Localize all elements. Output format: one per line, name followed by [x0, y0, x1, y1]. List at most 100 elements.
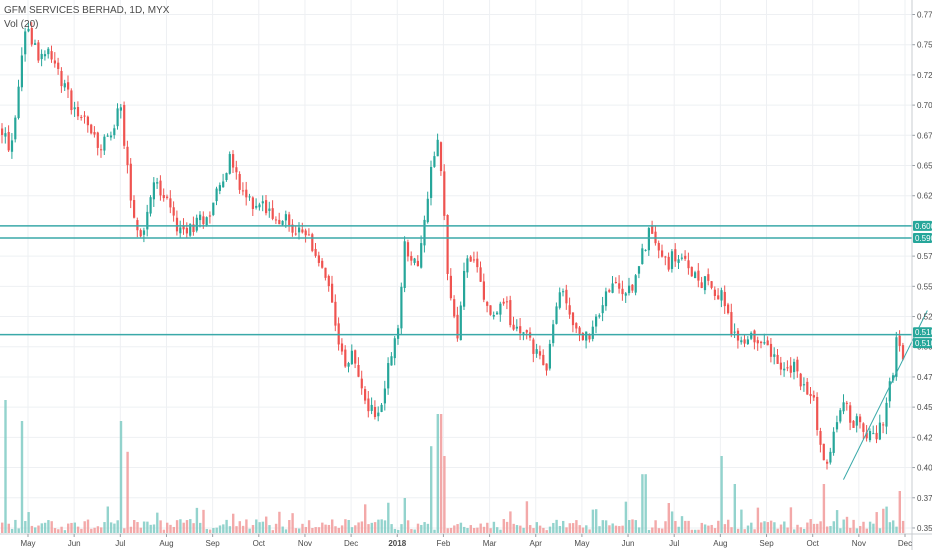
- candle-body: [149, 197, 152, 214]
- volume-bar: [651, 527, 654, 533]
- candle-body: [535, 349, 538, 354]
- horizontal-levels[interactable]: [0, 225, 912, 336]
- volume-bar: [350, 527, 354, 533]
- candle-body: [212, 202, 215, 215]
- candle-body: [331, 283, 334, 303]
- candle-body: [624, 293, 627, 296]
- volume-bar: [14, 519, 17, 533]
- volume-bar: [380, 519, 383, 533]
- candle-body: [707, 274, 710, 281]
- candle-body: [661, 250, 664, 257]
- volume-bar: [760, 522, 763, 533]
- volume-bar: [195, 507, 199, 533]
- volume-bar: [505, 521, 509, 533]
- volume-bar: [703, 524, 707, 533]
- candle-body: [1, 128, 4, 135]
- volume-bar: [875, 512, 878, 533]
- x-tick-label: May: [574, 539, 589, 548]
- volume-bar: [581, 527, 585, 533]
- volume-bar: [585, 525, 588, 533]
- y-tick-label: 0.450: [917, 403, 932, 412]
- volume-bar: [664, 521, 667, 533]
- volume-bar: [364, 504, 367, 533]
- candle-body: [806, 381, 809, 395]
- candle-body: [136, 220, 139, 231]
- volume-bar: [565, 527, 568, 533]
- candle-body: [126, 146, 129, 166]
- volume-bar: [100, 527, 103, 533]
- candle-body: [796, 359, 799, 372]
- volume-bar: [670, 511, 674, 533]
- volume-bar: [397, 529, 400, 533]
- volume-bar: [159, 520, 162, 533]
- candle-body: [466, 258, 469, 273]
- candle-body: [393, 338, 396, 359]
- price-axis[interactable]: 0.775 0.750 0.725 0.700 0.675 0.650 0.625 0.600…: [911, 0, 932, 550]
- symbol-title[interactable]: GFM SERVICES BERHAD, 1D, MYX: [4, 5, 170, 16]
- candle-body: [367, 398, 370, 412]
- volume-indicator-label[interactable]: Vol (20): [4, 19, 39, 30]
- candle-body: [703, 276, 707, 291]
- candle-body: [387, 363, 390, 389]
- candle-body: [37, 42, 40, 61]
- x-tick-label: Apr: [530, 539, 543, 548]
- price-badge: [913, 338, 932, 349]
- candle-body: [538, 351, 542, 356]
- candle-body: [76, 107, 80, 117]
- volume-bar: [192, 523, 195, 533]
- volume-bar: [492, 521, 496, 533]
- volume-bar: [796, 524, 799, 533]
- candle-body: [232, 154, 235, 168]
- volume-bar: [274, 523, 278, 533]
- candle-body: [453, 299, 456, 317]
- volume-bar: [687, 520, 690, 533]
- candle-body: [565, 289, 568, 304]
- candle-body: [208, 215, 212, 217]
- candle-body: [713, 289, 716, 296]
- candle-body: [641, 248, 644, 265]
- candle-body: [578, 327, 581, 334]
- candle-body: [364, 389, 367, 401]
- candle-body: [476, 258, 479, 268]
- candle-body: [67, 82, 70, 90]
- x-tick-label: Aug: [713, 539, 727, 548]
- candle-body: [10, 140, 14, 152]
- candle-body: [225, 173, 228, 181]
- volume-bar: [215, 527, 218, 533]
- candle-body: [690, 266, 693, 277]
- volume-bar: [387, 502, 390, 533]
- candle-body: [449, 275, 452, 299]
- volume-bar: [525, 501, 529, 533]
- time-axis[interactable]: May Jun Jul Aug Sep Oct Nov Dec 2018 Feb Mar Apr May…: [0, 533, 932, 548]
- candle-body: [845, 402, 848, 404]
- volume-bar: [535, 522, 538, 533]
- volume-bar: [717, 520, 720, 533]
- volume-bar: [789, 507, 793, 533]
- candle-body: [80, 117, 83, 119]
- candle-body: [545, 363, 548, 371]
- volume-bar: [327, 524, 331, 533]
- volume-bar: [832, 521, 835, 533]
- candle-body: [397, 328, 400, 339]
- candle-body: [779, 362, 782, 370]
- x-tick-label: Feb: [437, 539, 451, 548]
- candle-body: [878, 422, 881, 440]
- volume-bar: [189, 519, 192, 533]
- candle-body: [350, 350, 353, 365]
- candle-body: [103, 136, 106, 151]
- candle-body: [895, 337, 898, 377]
- candle-body: [311, 234, 314, 251]
- volume-bar: [337, 527, 340, 533]
- volume-bar: [152, 524, 156, 533]
- volume-bar: [199, 522, 202, 533]
- candle-body: [502, 301, 505, 304]
- volume-bar: [720, 456, 723, 533]
- candle-body: [756, 340, 759, 344]
- volume-bar: [901, 520, 905, 533]
- candle-body: [697, 270, 700, 281]
- candle-body: [195, 217, 198, 231]
- candle-body: [568, 305, 571, 315]
- candle-body: [281, 220, 284, 225]
- candle-body: [268, 208, 271, 211]
